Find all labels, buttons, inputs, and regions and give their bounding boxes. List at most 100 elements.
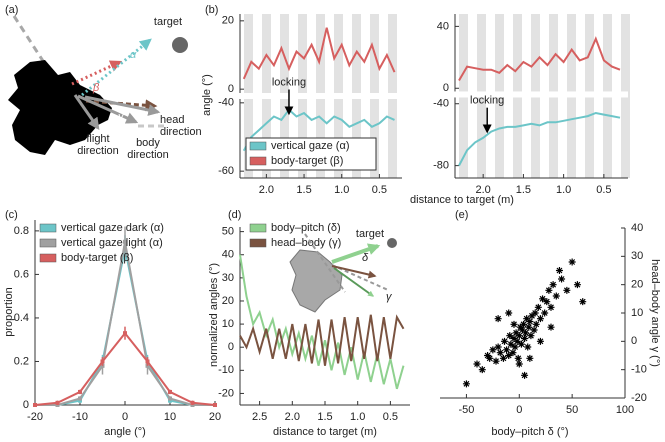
y-tick-label: 30 xyxy=(222,272,234,284)
scatter-point xyxy=(539,295,547,303)
beta-label: β xyxy=(92,82,100,94)
x-tick-label: 2.0 xyxy=(476,184,491,196)
scatter-point xyxy=(521,371,529,379)
scatter-point xyxy=(511,343,519,351)
y-tick-label: 20 xyxy=(222,295,234,307)
y-tick-label: 0.8 xyxy=(14,225,29,237)
y-tick-label: 40 xyxy=(222,249,234,261)
x-tick-label: 0 xyxy=(122,411,128,423)
scatter-point xyxy=(555,267,563,274)
x-tick-label: 0 xyxy=(516,404,522,416)
inset-gamma-label: γ xyxy=(386,291,393,303)
scatter-point xyxy=(568,258,576,266)
scatter-point xyxy=(520,320,528,328)
inset-dashed xyxy=(304,233,346,293)
inset-delta-label: δ xyxy=(362,252,369,264)
y-tick-label: 0.4 xyxy=(14,312,29,324)
scatter-point xyxy=(531,309,539,317)
scatter-point xyxy=(534,303,542,311)
point-marker xyxy=(213,403,217,407)
panel-label: (b) xyxy=(205,4,218,16)
scatter-point xyxy=(526,318,534,325)
legend-label: head–body (γ) xyxy=(271,237,341,249)
series-line xyxy=(242,108,395,152)
x-axis-label: distance to target (m) xyxy=(410,194,514,206)
point-marker xyxy=(78,396,82,401)
scatter-point xyxy=(496,349,504,357)
y-tick-label: 0 xyxy=(443,82,449,94)
beta-arrow xyxy=(71,60,123,86)
scatter-point xyxy=(536,337,544,345)
x-tick-label: 50 xyxy=(566,404,578,416)
inset-bat xyxy=(289,249,343,313)
head-direction-arrow xyxy=(84,95,161,116)
x-tick-label: 100 xyxy=(616,404,634,416)
scatter-point xyxy=(524,343,532,351)
scatter-point xyxy=(552,292,560,300)
series-line xyxy=(239,314,405,366)
y-tick-label: -10 xyxy=(631,364,647,376)
y-tick-label: 20 xyxy=(631,279,643,291)
scatter-point xyxy=(517,340,525,348)
scatter-point xyxy=(505,352,513,359)
scatter-point xyxy=(522,329,530,337)
y-tick-label: 10 xyxy=(222,318,234,330)
x-tick-label: 1.0 xyxy=(556,184,571,196)
x-tick-label: 0.5 xyxy=(596,184,611,196)
x-tick-label: -20 xyxy=(27,411,43,423)
scatter-point xyxy=(489,346,497,354)
scatter-point xyxy=(545,286,553,294)
scatter-point xyxy=(579,298,587,306)
series-line xyxy=(34,331,216,406)
x-tick-label: 1.5 xyxy=(516,184,531,196)
y-axis-label: proportion xyxy=(3,287,15,337)
panel-label: (a) xyxy=(5,4,18,16)
y-tick-label: 0 xyxy=(228,341,234,353)
scatter-point xyxy=(573,281,581,289)
scatter-point xyxy=(547,303,555,311)
y-tick-label: 20 xyxy=(222,15,234,27)
scatter-point xyxy=(492,357,500,365)
scatter-point xyxy=(547,323,555,331)
flight-direction-arrow xyxy=(73,94,100,130)
inset-brown-arrow xyxy=(331,265,377,279)
scatter-point xyxy=(494,343,502,351)
point-marker xyxy=(100,359,105,364)
series-line xyxy=(35,241,215,406)
y-tick-label: 0.2 xyxy=(14,355,29,367)
point-marker xyxy=(123,239,127,244)
x-tick-label: 1.0 xyxy=(334,184,349,196)
x-axis-label: body–pitch δ (°) xyxy=(491,426,568,438)
panel-label: (d) xyxy=(228,209,241,221)
legend-swatch xyxy=(39,253,57,263)
legend-swatch xyxy=(249,141,267,151)
scatter-point xyxy=(525,323,533,331)
flight-direction-label: direction xyxy=(77,145,119,157)
inset-green-arrow xyxy=(333,267,374,297)
legend-label: vertical gaze (α) xyxy=(271,140,350,152)
inset-target-label: target xyxy=(356,228,384,240)
scatter-point xyxy=(521,335,529,342)
y-tick-label: -40 xyxy=(433,98,449,110)
bat-silhouette xyxy=(8,60,112,155)
y-tick-label: -20 xyxy=(218,387,234,399)
head-direction-label: direction xyxy=(160,126,202,138)
point-marker xyxy=(190,400,195,405)
scatter-point xyxy=(527,332,535,340)
y-tick-label: 30 xyxy=(631,250,643,262)
x-tick-label: 1.0 xyxy=(350,411,365,423)
point-marker xyxy=(145,359,150,364)
flight-direction-label: flight xyxy=(86,133,109,145)
scatter-point xyxy=(518,326,526,334)
panel-a: (a) target β α γ head direction flight d… xyxy=(5,4,202,161)
series-line xyxy=(242,27,396,80)
x-tick-label: 20 xyxy=(209,411,221,423)
y-tick-label: -40 xyxy=(218,97,234,109)
annotation-label: locking xyxy=(470,95,504,107)
scatter-point xyxy=(473,360,481,368)
scatter-point xyxy=(530,326,538,334)
legend-swatch xyxy=(249,156,267,166)
scatter-point xyxy=(528,312,536,320)
scatter-point xyxy=(510,320,518,328)
